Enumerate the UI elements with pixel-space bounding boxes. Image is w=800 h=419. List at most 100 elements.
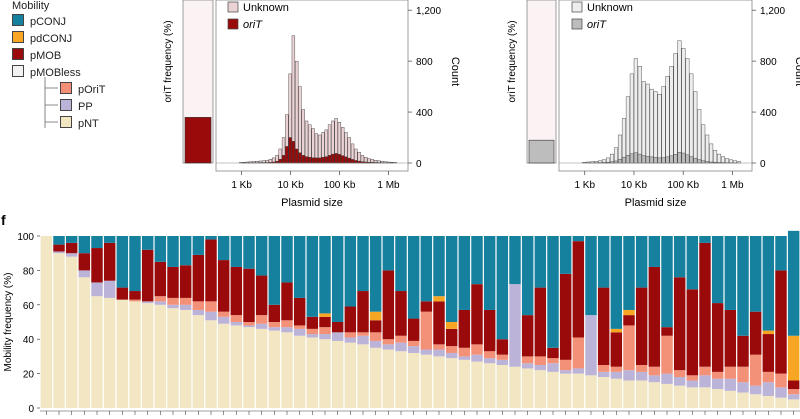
panel-f-bar-porit-22 bbox=[319, 327, 331, 335]
panel-f-bar-porit-16 bbox=[243, 322, 255, 326]
panel-f-bar-pp-37 bbox=[509, 284, 521, 367]
left-histogram-bar-orit-19 bbox=[301, 155, 305, 164]
panel-f-bar-pmob-23 bbox=[331, 322, 344, 333]
panel-f-bar-pmob-39 bbox=[534, 287, 547, 357]
right-histogram-bar-orit-30 bbox=[701, 160, 706, 164]
right-histogram-bar-unknown-15 bbox=[641, 81, 646, 164]
panel-f-bar-pmob-56 bbox=[749, 311, 762, 355]
legend-label-pmob: pMOB bbox=[30, 50, 62, 62]
legend-label-pnt: pNT bbox=[78, 118, 99, 130]
panel-f-bar-pconj-38 bbox=[521, 236, 534, 316]
right-histogram-bar-orit-25 bbox=[681, 152, 686, 164]
panel-f-bar-pp-1 bbox=[53, 251, 65, 254]
panel-f-bar-pnt-9 bbox=[154, 304, 167, 408]
panel-f-bar-pp-47 bbox=[635, 371, 648, 381]
panel-f-bar-porit-26 bbox=[369, 332, 382, 341]
left-summary-ylabel: oriT frequency (%) bbox=[163, 20, 174, 102]
panel-f-bar-porit-31 bbox=[433, 344, 445, 350]
panel-f-bar-porit-47 bbox=[635, 365, 648, 372]
right-histogram-bar-unknown-27 bbox=[689, 73, 694, 164]
panel-f-bar-pnt-12 bbox=[192, 315, 205, 408]
panel-f-bar-pmob-29 bbox=[407, 318, 420, 341]
panel-f-bar-pp-48 bbox=[648, 375, 661, 383]
panel-f-bar-pmob-53 bbox=[711, 303, 724, 372]
panel-f-bar-porit-11 bbox=[179, 297, 192, 305]
left-histogram-bar-orit-29 bbox=[334, 153, 338, 164]
right-histogram-bar-orit-8 bbox=[614, 160, 618, 164]
panel-f-bar-porit-34 bbox=[471, 344, 483, 355]
legend-swatch-pconj bbox=[12, 14, 24, 26]
panel-f-bar-porit-44 bbox=[597, 365, 610, 372]
left-histogram-bar-orit-30 bbox=[337, 154, 342, 164]
panel-f-bar-pp-54 bbox=[724, 378, 737, 391]
panel-f-bar-pnt-24 bbox=[344, 342, 357, 408]
right-histogram-bar-orit-17 bbox=[649, 156, 654, 164]
panel-f-bar-pp-23 bbox=[331, 332, 344, 341]
panel-f-bar-pconj-34 bbox=[471, 236, 483, 285]
right-histogram-bar-unknown-26 bbox=[685, 58, 690, 164]
panel-f-bar-pconj-13 bbox=[205, 236, 217, 240]
panel-f-bar-pconj-43 bbox=[585, 236, 597, 316]
panel-f-bar-pconj-30 bbox=[420, 236, 433, 302]
panel-f-bar-pmob-12 bbox=[192, 254, 205, 302]
left-histogram-ytick-label-0: 0 bbox=[416, 159, 422, 170]
panel-f-bar-porit-45 bbox=[610, 366, 623, 372]
panel-f-bar-pmob-52 bbox=[699, 242, 711, 367]
panel-f-bar-porit-53 bbox=[711, 371, 724, 379]
panel-f-bar-porit-21 bbox=[306, 328, 319, 335]
panel-f-bar-pconj-14 bbox=[217, 236, 230, 261]
panel-f-bar-pnt-19 bbox=[281, 332, 293, 408]
legend-tree-lines bbox=[44, 77, 58, 128]
panel-f-bar-pp-21 bbox=[306, 334, 319, 338]
left-histogram-bar-orit-18 bbox=[298, 152, 302, 164]
panel-f-bar-pp-45 bbox=[610, 371, 623, 379]
panel-f-bar-porit-14 bbox=[217, 311, 230, 317]
right-histogram-bar-unknown-18 bbox=[653, 91, 658, 164]
panel-f-bar-porit-13 bbox=[205, 301, 217, 312]
panel-f-bar-pconj-40 bbox=[547, 236, 559, 348]
right-histogram-bar-orit-11 bbox=[625, 155, 630, 164]
panel-f-bar-pnt-54 bbox=[724, 390, 737, 408]
left-histogram-bar-orit-20 bbox=[304, 156, 309, 164]
panel-f-bar-pp-2 bbox=[65, 253, 78, 257]
left-histogram-bar-orit-17 bbox=[295, 148, 299, 164]
panel-f-bar-pp-4 bbox=[91, 282, 103, 297]
panel-f-bar-porit-25 bbox=[357, 332, 369, 336]
panel-f-bar-pnt-42 bbox=[572, 373, 585, 408]
right-histogram-bar-orit-22 bbox=[669, 155, 674, 164]
panel-f-bar-porit-35 bbox=[483, 351, 496, 359]
panel-f-bar-porit-56 bbox=[749, 354, 762, 386]
panel-f-bar-pmob-7 bbox=[129, 291, 141, 300]
panel-f-bar-pmob-48 bbox=[648, 266, 661, 367]
right-histogram-ylabel: Count bbox=[793, 57, 800, 86]
panel-f-bar-pp-33 bbox=[458, 356, 471, 360]
right-histogram-bar-orit-29 bbox=[697, 159, 702, 164]
right-histogram-xtick-label-2: 100 Kb bbox=[667, 180, 699, 191]
panel-f-bar-pp-20 bbox=[293, 328, 306, 336]
panel-f-bar-pp-49 bbox=[661, 373, 673, 384]
panel-f-bar-pnt-10 bbox=[167, 308, 179, 408]
panel-f-bar-pnt-39 bbox=[534, 370, 547, 408]
left-histogram-bar-orit-28 bbox=[331, 153, 335, 164]
right-histogram-bar-unknown-13 bbox=[633, 58, 638, 164]
panel-f-bar-pp-26 bbox=[369, 340, 382, 348]
right-histogram-bar-unknown-37 bbox=[728, 159, 733, 164]
panel-f-bar-pconj-58 bbox=[775, 236, 787, 271]
right-histogram-bar-unknown-35 bbox=[721, 156, 726, 164]
panel-f-bar-pnt-52 bbox=[699, 387, 711, 408]
panel-f-bar-pconj-35 bbox=[483, 236, 496, 310]
right-histogram-bar-unknown-29 bbox=[697, 109, 702, 164]
panel-f-bar-porit-42 bbox=[572, 337, 585, 369]
panel-f-bar-porit-19 bbox=[281, 320, 293, 328]
panel-f-bar-pconj-18 bbox=[268, 236, 281, 305]
panel-f-bar-pp-15 bbox=[230, 322, 243, 326]
panel-f-bar-pmob-24 bbox=[344, 306, 357, 333]
panel-f-bar-pmob-10 bbox=[167, 266, 179, 298]
panel-f-bar-pmob-59 bbox=[787, 380, 800, 390]
panel-f-bar-pconj-57 bbox=[762, 236, 775, 331]
panel-f-bar-porit-27 bbox=[382, 339, 395, 345]
panel-f-bar-pmob-1 bbox=[53, 244, 65, 252]
panel-f-bar-porit-33 bbox=[458, 347, 471, 357]
panel-f-bar-pnt-21 bbox=[306, 337, 319, 408]
panel-f-bar-pp-31 bbox=[433, 349, 445, 357]
